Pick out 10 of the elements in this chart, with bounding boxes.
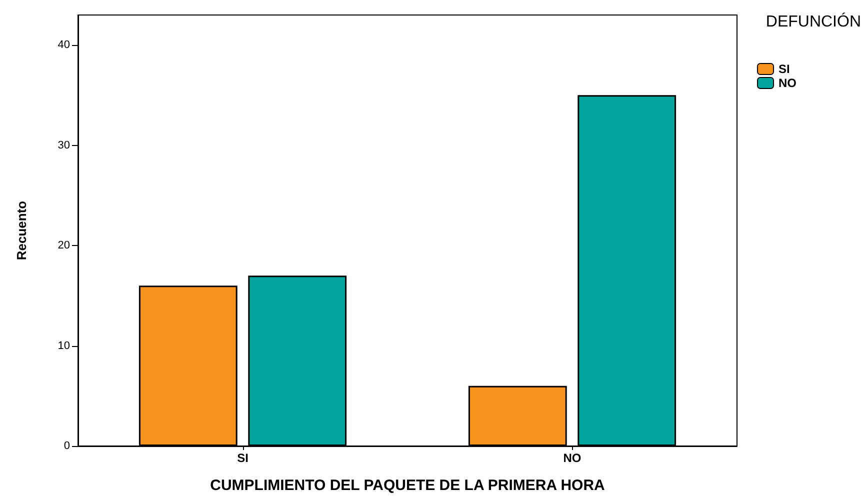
y-axis-title: Recuento [14,200,29,260]
y-tick-label: 30 [58,139,70,152]
y-tick-label: 10 [58,340,70,352]
legend-label: SI [778,62,790,76]
legend-label: NO [778,76,796,90]
legend-title: DEFUNCIÓN [766,12,861,30]
y-tick-label: 0 [64,440,70,452]
y-tick-label: 20 [58,240,70,252]
y-tick-label: 40 [58,39,70,52]
x-axis-title: CUMPLIMIENTO DEL PAQUETE DE LA PRIMERA HORA [210,477,606,494]
